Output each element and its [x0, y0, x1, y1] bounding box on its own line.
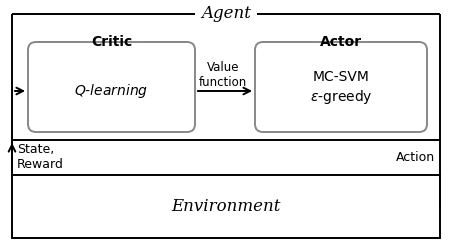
Text: $Q$-learning: $Q$-learning [74, 82, 148, 100]
Bar [12, 175, 439, 238]
Text: Actor: Actor [319, 35, 361, 49]
Text: $\epsilon$-greedy: $\epsilon$-greedy [309, 88, 372, 106]
Text: Action: Action [395, 151, 434, 164]
Text: State,
Reward: State, Reward [17, 144, 64, 172]
Text: Environment: Environment [171, 198, 280, 215]
FancyBboxPatch shape [254, 42, 426, 132]
Text: Agent: Agent [201, 5, 250, 23]
Text: MC-SVM: MC-SVM [312, 70, 368, 84]
Text: Critic: Critic [91, 35, 132, 49]
Text: Value
function: Value function [198, 61, 247, 89]
FancyBboxPatch shape [28, 42, 194, 132]
